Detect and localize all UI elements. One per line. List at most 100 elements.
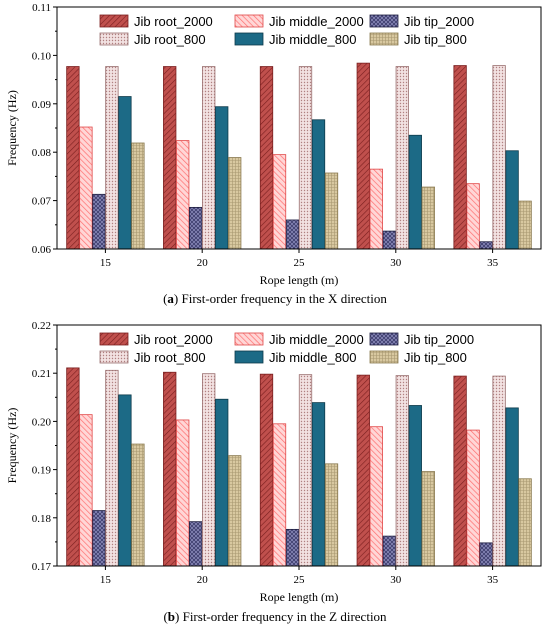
- y-tick-label: 0.17: [32, 561, 52, 573]
- legend-label-4: Jib middle_800: [269, 32, 356, 47]
- bar-z-35-series-2: [479, 542, 493, 567]
- bar-x-30-series-0: [356, 62, 370, 250]
- bar-x-35-series-3: [492, 65, 506, 250]
- caption-text: ) First-order frequency in the Z directi…: [175, 609, 387, 624]
- bar-z-25-series-0: [259, 373, 274, 567]
- x-tick-label: 30: [390, 257, 402, 269]
- x-tick-label: 20: [197, 574, 209, 586]
- y-tick-label: 0.19: [32, 465, 52, 477]
- chart-panel-z-direction: 15 20 25 30 35 0.17 0.18 0.19 0.20 0.21 0.22 Freque…: [5, 320, 542, 624]
- bar-z-25-series-3: [298, 374, 313, 567]
- bar-x-35-series-5: [518, 200, 532, 250]
- bar-x-20-series-4: [215, 106, 229, 250]
- bar-z-25-series-2: [285, 528, 300, 567]
- x-axis-title: Rope length (m): [260, 273, 339, 287]
- bar-z-20-series-0: [163, 371, 177, 567]
- bar-z-30-series-5: [421, 471, 435, 567]
- bar-z-35-series-1: [466, 429, 480, 567]
- bar-x-15-series-0: [66, 66, 80, 250]
- legend-swatch-1: [234, 14, 264, 28]
- legend-label-3: Jib root_800: [134, 350, 206, 365]
- bar-z-30-series-1: [369, 426, 383, 567]
- bar-x-20-series-1: [176, 140, 190, 250]
- y-tick-label: 0.11: [32, 2, 51, 14]
- bar-x-20-series-2: [189, 206, 203, 250]
- bar-x-20-series-3: [202, 66, 216, 250]
- bar-x-25-series-5: [324, 172, 339, 250]
- x-tick-label: 25: [294, 257, 306, 269]
- x-tick-label: 25: [294, 574, 306, 586]
- x-tick-label: 35: [487, 257, 499, 269]
- caption-paren-open: (: [163, 291, 167, 306]
- bar-x-20-series-0: [163, 66, 177, 250]
- y-tick-label: 0.10: [32, 50, 52, 62]
- x-tick-label: 35: [487, 574, 499, 586]
- bar-z-35-series-4: [505, 407, 519, 567]
- bar-x-30-series-1: [369, 168, 383, 250]
- bar-z-25-series-5: [324, 463, 339, 567]
- legend-label-3: Jib root_800: [134, 32, 206, 47]
- bar-z-15-series-2: [92, 510, 106, 567]
- bar-x-15-series-4: [118, 96, 132, 250]
- bar-x-20-series-5: [228, 157, 242, 250]
- x-tick-label: 15: [100, 257, 112, 269]
- bar-x-30-series-4: [408, 134, 422, 250]
- bar-x-35-series-1: [466, 183, 480, 250]
- bar-x-15-series-1: [79, 126, 93, 250]
- legend-swatch-3: [99, 350, 129, 364]
- legend-swatch-0: [99, 14, 129, 28]
- bar-x-25-series-4: [311, 119, 326, 250]
- legend-label-5: Jib tip_800: [404, 350, 467, 365]
- bar-z-30-series-3: [395, 375, 409, 567]
- bar-x-35-series-2: [479, 241, 493, 250]
- y-tick-label: 0.07: [32, 196, 52, 208]
- y-axis-title: Frequency (Hz): [5, 90, 19, 166]
- legend-swatch-4: [234, 32, 264, 46]
- x-tick-label: 30: [390, 574, 402, 586]
- legend-label-5: Jib tip_800: [404, 32, 467, 47]
- legend-label-0: Jib root_2000: [134, 332, 213, 347]
- bar-z-35-series-3: [492, 375, 506, 567]
- caption-label: a: [167, 291, 174, 306]
- y-axis-title: Frequency (Hz): [5, 408, 19, 484]
- bar-x-35-series-4: [505, 150, 519, 250]
- bar-z-20-series-4: [215, 398, 229, 567]
- y-tick-label: 0.06: [32, 244, 52, 256]
- bar-z-20-series-3: [202, 373, 216, 567]
- legend-label-1: Jib middle_2000: [269, 332, 364, 347]
- legend-swatch-2: [369, 14, 399, 28]
- y-tick-label: 0.18: [32, 513, 52, 525]
- legend-swatch-4: [234, 350, 264, 364]
- bar-z-30-series-0: [356, 374, 370, 567]
- bar-z-15-series-5: [131, 443, 145, 567]
- x-tick-label: 15: [100, 574, 112, 586]
- y-tick-label: 0.20: [32, 416, 52, 428]
- bar-z-35-series-0: [453, 375, 467, 567]
- y-tick-label: 0.21: [32, 368, 51, 380]
- bar-z-15-series-0: [66, 367, 80, 567]
- bar-x-25-series-1: [272, 154, 287, 250]
- bar-x-15-series-3: [105, 66, 119, 250]
- bar-x-25-series-3: [298, 66, 313, 250]
- bar-z-25-series-1: [272, 423, 287, 567]
- legend-label-2: Jib tip_2000: [404, 332, 474, 347]
- bar-z-35-series-5: [518, 478, 532, 567]
- figure-caption: (a) First-order frequency in the X direc…: [163, 291, 387, 306]
- legend-label-1: Jib middle_2000: [269, 14, 364, 29]
- y-tick-label: 0.09: [32, 99, 52, 111]
- y-tick-label: 0.08: [32, 147, 52, 159]
- bar-x-30-series-5: [421, 186, 435, 250]
- bar-x-30-series-3: [395, 66, 409, 250]
- bar-x-15-series-2: [92, 193, 106, 250]
- bar-x-35-series-0: [453, 65, 467, 250]
- bar-z-15-series-4: [118, 394, 132, 567]
- bar-z-30-series-2: [382, 535, 396, 567]
- legend-label-0: Jib root_2000: [134, 14, 213, 29]
- bar-z-15-series-3: [105, 369, 119, 567]
- x-tick-label: 20: [197, 257, 209, 269]
- legend-label-4: Jib middle_800: [269, 350, 356, 365]
- bar-z-25-series-4: [311, 402, 326, 567]
- y-tick-label: 0.22: [32, 320, 51, 332]
- bar-z-20-series-2: [189, 521, 203, 567]
